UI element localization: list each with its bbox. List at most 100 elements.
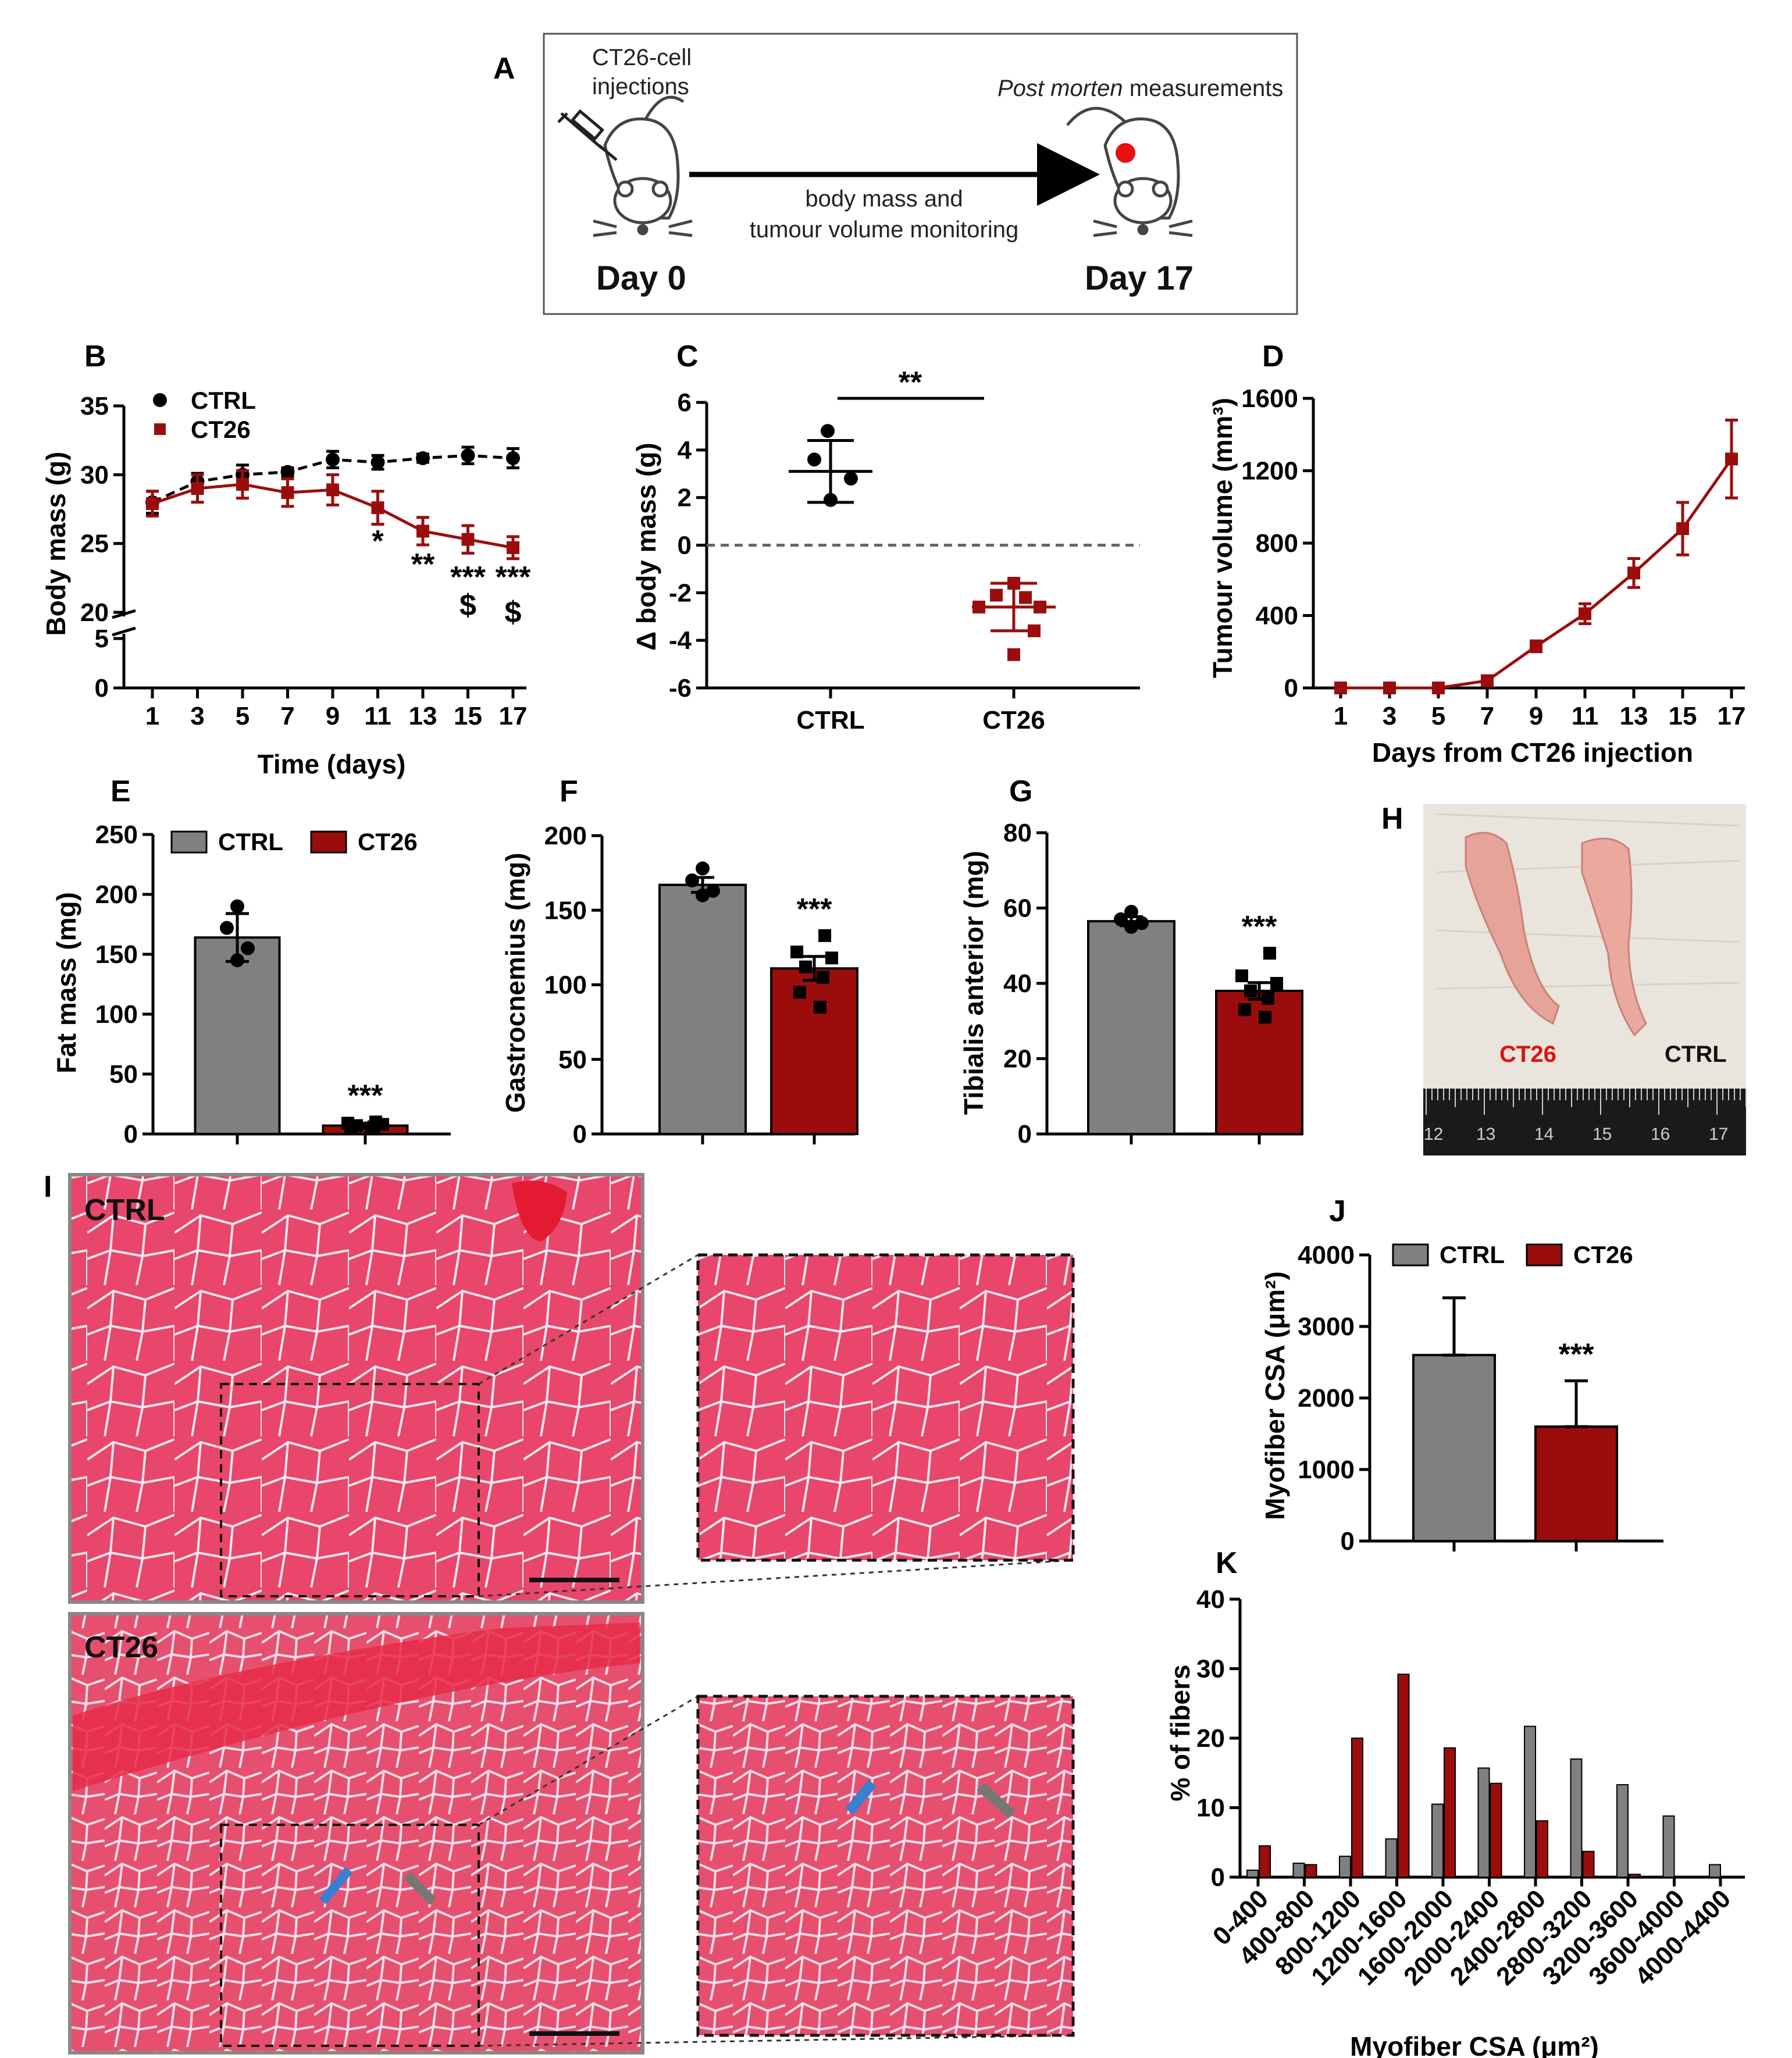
point-ctrl <box>1124 919 1138 934</box>
legend-swatch-ctrl <box>1392 1243 1429 1267</box>
photo-ctrl-label: CTRL <box>1665 1042 1727 1067</box>
significance-mark: ** <box>899 366 922 400</box>
bar-ctrl <box>1524 1725 1536 1878</box>
point-ct26 <box>825 951 838 965</box>
tumour-dot <box>1116 143 1135 163</box>
panel-c-label: C <box>676 340 699 373</box>
x-tick-label: CT26 <box>982 706 1045 734</box>
panel-g-ylabel: Tibialis anterior (mg) <box>959 851 989 1115</box>
significance-dollar: $ <box>459 588 476 622</box>
blue-arrow-zoom-icon <box>845 1779 877 1815</box>
panel-f-chart: 0 50 100 150 200 *** <box>544 822 858 1149</box>
point-ct26 <box>1028 624 1041 637</box>
y-tick-label: 150 <box>95 940 138 969</box>
panel-e-chart: 0 50 100 150 200 250 *** CTRL CT26 <box>95 821 451 1149</box>
y-tick-label: -2 <box>669 579 692 607</box>
bar-ctrl <box>1431 1803 1444 1878</box>
significance-mark: *** <box>496 561 531 594</box>
bar-ct26 <box>1444 1747 1456 1878</box>
bar-ctrl <box>1087 920 1175 1135</box>
injection-text-1: CT26-cell <box>592 45 692 70</box>
y-tick-label: 20 <box>80 598 109 627</box>
arrow-text-1: body mass and <box>805 186 963 212</box>
y-tick-label: 4000 <box>1298 1241 1355 1269</box>
x-tick-label: 5 <box>236 702 250 730</box>
point-ct26 <box>1259 1011 1271 1024</box>
point-ct26 <box>507 541 519 554</box>
point-ct26 <box>416 525 429 538</box>
point-ct26 <box>236 477 249 491</box>
point-ctrl <box>220 921 234 935</box>
point-ct26 <box>326 483 339 497</box>
y-tick-label: 4 <box>678 436 692 465</box>
bar-ct26 <box>1397 1674 1410 1878</box>
significance-mark: *** <box>450 561 486 594</box>
y-tick-label: 150 <box>544 896 587 925</box>
y-tick-label: 0 <box>573 1120 587 1149</box>
point-ct26 <box>1238 1003 1251 1016</box>
point-ct26 <box>790 946 803 959</box>
bar-ctrl <box>1339 1856 1351 1878</box>
x-tick-label: 11 <box>1572 702 1599 730</box>
point-ctrl <box>370 455 385 470</box>
ruler-number: 15 <box>1593 1125 1612 1144</box>
panel-i-label: I <box>44 1170 52 1204</box>
panel-h: H CT26 CTRL 12 13 14 15 16 17 <box>1381 802 1747 1155</box>
panel-j-chart: 0 1000 2000 3000 4000 *** CTRL CT26 <box>1298 1241 1663 1556</box>
panel-b-xlabel: Time (days) <box>258 749 406 779</box>
bar-ctrl <box>194 936 281 1136</box>
ruler-number: 16 <box>1651 1125 1670 1144</box>
y-tick-label: 0 <box>1341 1527 1355 1556</box>
series-line-ct26 <box>1341 458 1733 690</box>
muscle-ctrl-icon <box>1581 837 1647 1037</box>
bar-ct26 <box>1534 1425 1618 1542</box>
bar-ct26 <box>1305 1864 1317 1878</box>
point-ctrl <box>1135 916 1149 930</box>
point-ct26 <box>1676 522 1689 536</box>
bar-ct26 <box>1351 1738 1363 1878</box>
panel-f: F 0 50 100 150 200 *** Gastrocnemius (mg) <box>500 775 858 1149</box>
bar-ctrl <box>658 883 747 1136</box>
point-ctrl <box>696 861 710 876</box>
y-tick-label: 20 <box>1196 1724 1225 1753</box>
point-ctrl <box>1124 904 1138 919</box>
point-ctrl <box>461 448 475 463</box>
photo-ct26-label: CT26 <box>1499 1042 1556 1067</box>
y-tick-label: -6 <box>669 674 692 702</box>
y-tick-label: 10 <box>1196 1794 1225 1822</box>
y-tick-label: 1200 <box>1241 457 1298 486</box>
panel-h-label: H <box>1381 802 1403 836</box>
panel-c: C -6 -4 -2 0 2 4 6 CTRL CT26 ** Δ body mass (g) <box>631 340 1140 734</box>
point-ct26 <box>1270 977 1283 990</box>
syringe-icon <box>557 109 618 161</box>
point-ct26 <box>1263 947 1276 960</box>
histology-ctrl <box>68 1173 644 1604</box>
x-tick-label: 1 <box>1334 702 1348 730</box>
point-ct26 <box>814 1000 826 1014</box>
post-mortem-text: Post morten measurements <box>997 76 1283 101</box>
point-ct26 <box>793 986 806 999</box>
bar-ctrl <box>1246 1870 1259 1878</box>
panel-b-ylabel: Body mass (g) <box>41 452 71 636</box>
point-ctrl <box>706 883 720 898</box>
point-ct26 <box>1579 607 1591 620</box>
y-tick-label: 3000 <box>1298 1312 1355 1341</box>
mouse-left-icon <box>593 95 693 237</box>
legend-label-ct26: CT26 <box>1573 1241 1633 1268</box>
y-tick-label: 30 <box>1196 1655 1225 1684</box>
y-tick-label: 2000 <box>1298 1384 1355 1413</box>
day17-label: Day 17 <box>1085 259 1194 297</box>
panel-d-label: D <box>1262 340 1284 373</box>
point-ctrl <box>844 471 858 486</box>
zoom-ct26 <box>696 1695 1075 2037</box>
point-ctrl <box>230 899 244 914</box>
panel-k-label: K <box>1216 1546 1238 1580</box>
point-ct26 <box>1627 566 1640 580</box>
significance-mark: *** <box>1242 910 1277 944</box>
point-ctrl <box>506 451 520 465</box>
y-tick-label: 0 <box>95 674 109 702</box>
bar-ctrl <box>1292 1863 1305 1878</box>
legend-swatch-ct26 <box>310 830 347 854</box>
